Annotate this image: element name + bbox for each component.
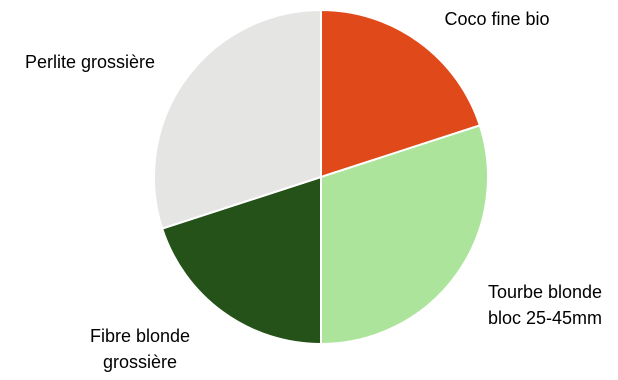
pie-slice-label-line: Tourbe blonde (488, 282, 602, 302)
pie-slice-3 (160, 175, 322, 346)
pie-slice-label-line: Fibre blonde (90, 326, 190, 346)
pie-slice-label-line: Coco fine bio (444, 9, 549, 29)
pie-slices (153, 8, 489, 346)
pie-slice-label-4: Perlite grossière (25, 52, 155, 72)
pie-slice-label-3: Fibre blonde grossière (90, 326, 190, 372)
pie-slice-label-line: Perlite grossière (25, 52, 155, 72)
pie-slice-label-line: grossière (103, 352, 177, 372)
pie-slice-2 (320, 124, 489, 346)
pie-labels: Coco fine bio Tourbe blonde bloc 25-45mm Fi… (25, 9, 602, 372)
pie-slice-4 (153, 8, 322, 230)
pie-slice-label-2: Tourbe blonde bloc 25-45mm (488, 282, 602, 328)
pie-slice-label-1: Coco fine bio (444, 9, 549, 29)
pie-slice-label-line: bloc 25-45mm (488, 308, 602, 328)
pie-slice-1 (320, 8, 482, 179)
